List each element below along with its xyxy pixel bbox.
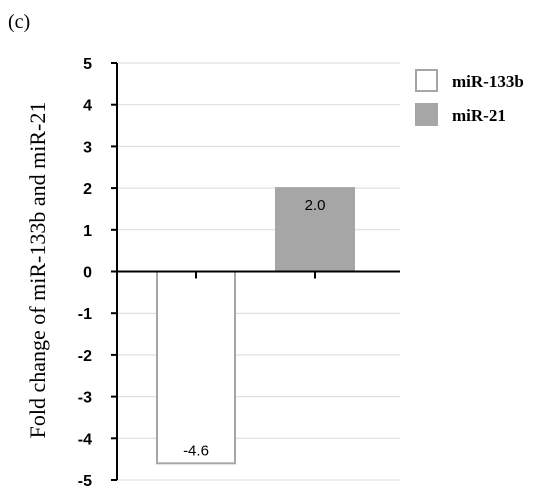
y-tick-labels: 5 4 3 2 1 0 -1 -2 -3 -4 -5	[78, 56, 92, 490]
bars	[156, 187, 355, 465]
axes	[111, 62, 400, 481]
y-axis-label: Fold change of miR-133b and miR-21	[25, 102, 50, 439]
y-tick-label: 3	[83, 139, 92, 156]
y-tick-label: 2	[83, 181, 92, 198]
bar-mir-133b	[156, 270, 236, 465]
y-tick-label: 1	[83, 223, 92, 240]
data-label: 2.0	[305, 197, 326, 214]
bar-mir-21	[275, 187, 355, 273]
y-tick-label: -4	[78, 431, 92, 448]
y-tick-label: -5	[78, 473, 92, 490]
data-labels: -4.6 2.0	[183, 197, 325, 459]
y-tick-label: -2	[78, 348, 92, 365]
y-tick-label: 0	[83, 265, 92, 282]
legend: miR-133b miR-21	[415, 69, 524, 126]
y-tick-label: 5	[83, 56, 92, 73]
legend-label: miR-21	[452, 106, 506, 125]
panel-label: (c)	[8, 11, 30, 33]
legend-swatch-mir-21	[415, 103, 438, 126]
data-label: -4.6	[183, 442, 209, 459]
y-tick-label: 4	[83, 98, 92, 115]
y-tick-label: -1	[78, 306, 92, 323]
y-tick-label: -3	[78, 390, 92, 407]
legend-swatch-mir-133b	[415, 69, 438, 92]
legend-label: miR-133b	[452, 72, 524, 91]
